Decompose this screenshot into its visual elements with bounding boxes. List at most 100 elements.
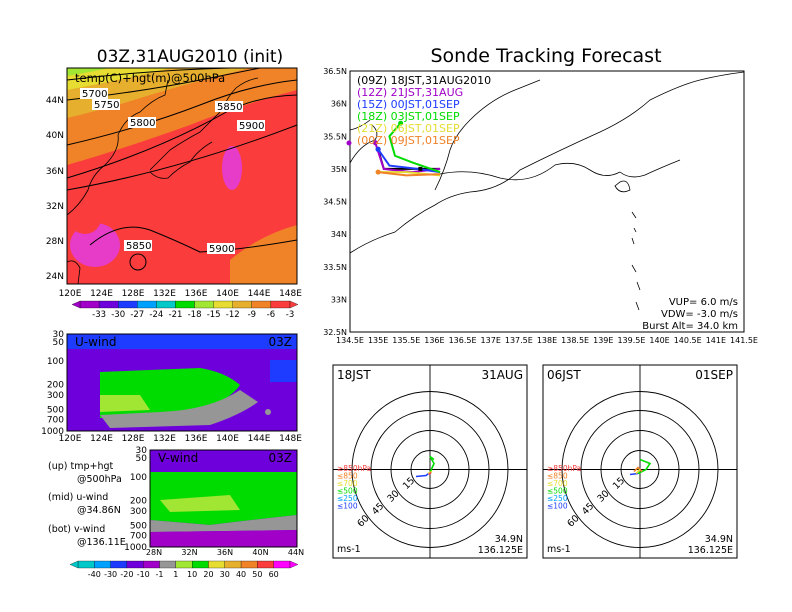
sonde-track-line bbox=[377, 148, 441, 174]
hodograph-segment bbox=[633, 466, 643, 473]
pressure-legend-entry: ≥850hPa bbox=[337, 464, 371, 473]
polar-date: 31AUG bbox=[481, 368, 523, 382]
lon-tick: 136E bbox=[424, 336, 444, 345]
colorbar-swatch bbox=[232, 300, 252, 309]
lon-tick: 128E bbox=[122, 289, 145, 299]
wind-colorbar: -40 -30 -20 -10 -1 1 10 20 30 40 50 60 bbox=[69, 560, 299, 579]
legend-entry: (00Z) 09JST,01SEP bbox=[357, 134, 460, 147]
colorbar-swatch bbox=[79, 300, 100, 309]
lon-tick: 124E bbox=[90, 434, 113, 444]
colorbar-swatch bbox=[213, 300, 233, 309]
pressure-tick: 100 bbox=[130, 473, 147, 483]
colorbar-swatch bbox=[273, 560, 291, 569]
v-wind-lat-axis: 28N 32N 36N 40N 44N bbox=[146, 548, 304, 557]
lon-tick: 140.5E bbox=[674, 336, 702, 345]
colorbar-tick: 60 bbox=[269, 570, 279, 579]
lon-tick: 132E bbox=[153, 434, 176, 444]
lon-tick: 132E bbox=[153, 289, 176, 299]
tracking-lat-axis: 36.5N 36N 35.5N 35N 34.5N 34N 33.5N 33N 32.5N bbox=[323, 67, 347, 337]
legend-entry: (12Z) 21JST,31AUG bbox=[357, 86, 463, 99]
sonde-track-line bbox=[388, 122, 441, 174]
lat-tick: 35.5N bbox=[323, 132, 347, 141]
colorbar-tick: -30 bbox=[104, 570, 117, 579]
lon-tick: 139.5E bbox=[617, 336, 645, 345]
launch-site-marker bbox=[418, 166, 423, 171]
hodograph-segment bbox=[429, 455, 435, 473]
lon-tick: 141E bbox=[706, 336, 726, 345]
colorbar-swatch bbox=[156, 300, 176, 309]
contour-label: 5700 bbox=[82, 89, 107, 100]
pressure-tick: 200 bbox=[47, 380, 64, 390]
pressure-legend-entry: ≤100 bbox=[337, 502, 358, 511]
lat-tick: 36N bbox=[46, 167, 64, 177]
pressure-tick: 50 bbox=[53, 338, 65, 348]
hodograph-segment bbox=[428, 471, 432, 476]
contour-label: 5900 bbox=[239, 121, 264, 132]
colorbar-tick: -21 bbox=[169, 310, 183, 320]
v-wind-label: V-wind bbox=[158, 451, 198, 465]
left-lon-axis: 120E 124E 128E 132E 136E 140E 144E 148E bbox=[59, 289, 303, 299]
lat-tick: 36N bbox=[217, 548, 233, 557]
lat-tick: 36N bbox=[331, 100, 347, 109]
polar-time: 18JST bbox=[337, 368, 371, 382]
lat-tick: 36.5N bbox=[323, 67, 347, 76]
colorbar-swatch bbox=[143, 560, 160, 569]
vup-label: VUP= 6.0 m/s bbox=[669, 297, 738, 308]
colorbar-swatch bbox=[257, 560, 274, 569]
burst-alt-label: Burst Alt= 34.0 km bbox=[642, 321, 738, 332]
polar-time: 06JST bbox=[547, 368, 581, 382]
tracking-map bbox=[346, 70, 745, 333]
colorbar-tick: 50 bbox=[252, 570, 262, 579]
colorbar-swatch bbox=[240, 560, 258, 569]
colorbar-swatch bbox=[175, 300, 195, 309]
lat-tick: 34.5N bbox=[323, 198, 347, 207]
colorbar-swatch bbox=[194, 300, 214, 309]
pressure-tick: 50 bbox=[136, 454, 148, 464]
temp-map: 5700 5750 5800 5850 5900 5850 5900 bbox=[66, 67, 298, 285]
lon-tick: 140E bbox=[216, 289, 239, 299]
sonde-tracks bbox=[372, 120, 441, 177]
pressure-legend-entry: ≤850 bbox=[547, 472, 568, 481]
contour-label: 5850 bbox=[217, 102, 242, 113]
lon-tick: 138E bbox=[537, 336, 557, 345]
v-wind-time: 03Z bbox=[269, 451, 293, 465]
colorbar-swatch bbox=[270, 300, 291, 309]
lat-tick: 33N bbox=[331, 295, 347, 304]
colorbar-swatch bbox=[175, 560, 193, 569]
colorbar-swatch bbox=[98, 300, 119, 309]
lon-tick: 135.5E bbox=[392, 336, 420, 345]
u-wind-label: U-wind bbox=[75, 335, 116, 349]
contour-label: 5750 bbox=[94, 100, 119, 111]
polar-lon: 136.125E bbox=[478, 545, 523, 556]
lat-tick: 24N bbox=[46, 272, 64, 282]
pressure-tick: 1000 bbox=[124, 543, 147, 553]
colorbar-swatch bbox=[137, 300, 157, 309]
sonde-track-end bbox=[375, 169, 381, 175]
pressure-legend-entry: ≤500 bbox=[547, 487, 568, 496]
colorbar-tick: -1 bbox=[156, 570, 164, 579]
lon-tick: 141.5E bbox=[730, 336, 758, 345]
lat-tick: 35N bbox=[331, 165, 347, 174]
colorbar-tick: -40 bbox=[88, 570, 101, 579]
colorbar-tick: 30 bbox=[220, 570, 230, 579]
lat-tick: 32N bbox=[46, 202, 64, 212]
lon-tick: 136E bbox=[185, 289, 208, 299]
contour-label: 5850 bbox=[126, 241, 151, 252]
colorbar-tick: -20 bbox=[120, 570, 133, 579]
polar-lat: 34.9N bbox=[705, 534, 733, 545]
lat-tick: 32.5N bbox=[323, 328, 347, 337]
pressure-legend-entry: ≤500 bbox=[337, 487, 358, 496]
lon-tick: 140E bbox=[216, 434, 239, 444]
left-panel-title: 03Z,31AUG2010 (init) bbox=[97, 47, 283, 67]
pressure-legend-entry: ≤100 bbox=[547, 502, 568, 511]
note-up-level: @500hPa bbox=[77, 474, 122, 485]
lon-tick: 144E bbox=[248, 434, 271, 444]
lon-tick: 135E bbox=[368, 336, 388, 345]
hodograph-segment bbox=[635, 468, 641, 475]
tracking-params: VUP= 6.0 m/s VDW= -3.0 m/s Burst Alt= 34… bbox=[642, 297, 738, 332]
polar-unit: ms-1 bbox=[547, 544, 571, 555]
pressure-legend-entry: ≤250 bbox=[337, 494, 358, 503]
lat-tick: 44N bbox=[288, 548, 304, 557]
lat-tick: 34N bbox=[331, 230, 347, 239]
contour-label: 5800 bbox=[130, 118, 155, 129]
